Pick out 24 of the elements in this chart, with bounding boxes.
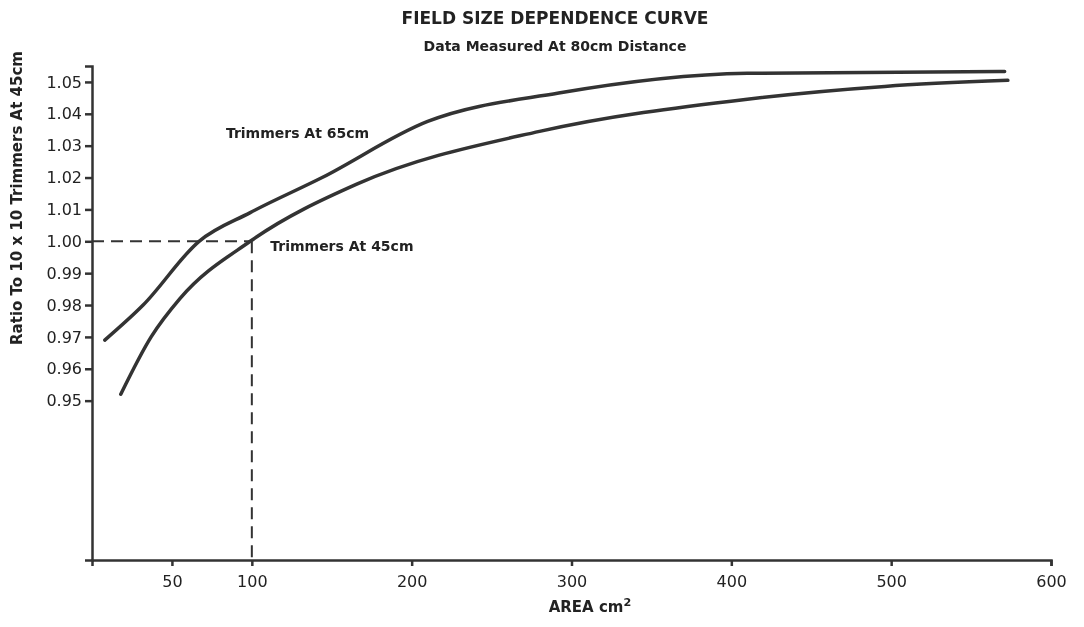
x-tick-label: 400	[716, 571, 748, 591]
y-axis-title: Ratio To 10 x 10 Trimmers At 45cm	[8, 51, 26, 345]
y-tick-label: 1.04	[46, 104, 82, 124]
y-tick-label: 0.99	[46, 263, 82, 283]
x-axis-title: AREA cm$^{2}$	[548, 595, 632, 616]
x-tick-label: 600	[1036, 571, 1067, 591]
y-tick-label: 0.95	[46, 391, 82, 411]
y-tick-label: 1.01	[46, 200, 82, 220]
y-tick-label: 0.96	[46, 359, 82, 379]
series-label: Trimmers At 65cm	[225, 124, 370, 141]
y-tick-label: 1.02	[46, 168, 82, 188]
x-tick-label: 100	[237, 571, 268, 591]
chart-title: FIELD SIZE DEPENDENCE CURVE	[401, 8, 709, 28]
y-tick-label: 1.03	[46, 136, 82, 156]
x-tick-label: 50	[162, 571, 183, 591]
y-tick-label: 0.98	[46, 295, 82, 315]
x-tick-label: 500	[876, 571, 907, 591]
x-tick-label: 300	[556, 571, 588, 591]
x-tick-label: 200	[396, 571, 428, 591]
y-tick-label: 1.00	[46, 231, 82, 251]
series-label: Trimmers At 45cm	[270, 238, 414, 255]
y-tick-label: 0.97	[46, 327, 82, 347]
y-tick-label: 1.05	[46, 72, 82, 92]
chart-subtitle: Data Measured At 80cm Distance	[423, 38, 687, 54]
